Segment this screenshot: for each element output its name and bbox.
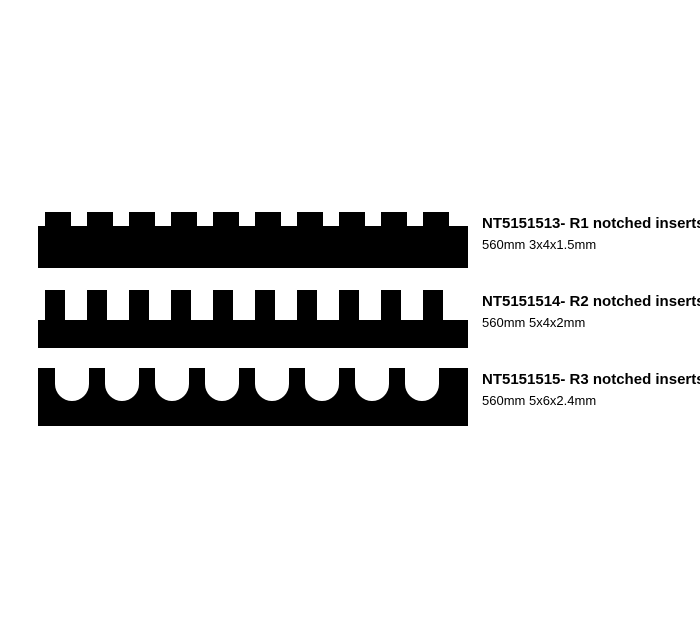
product-insert-diagram: NT5151513- R1 notched inserts 560mm 3x4x… <box>0 0 700 629</box>
insert-title: NT5151515- R3 notched inserts <box>482 370 700 390</box>
insert-row-r3: NT5151515- R3 notched inserts 560mm 5x6x… <box>38 368 690 426</box>
insert-spec: 560mm 5x6x2.4mm <box>482 392 700 410</box>
notched-insert-icon <box>38 212 468 268</box>
insert-shape-r2 <box>38 290 468 348</box>
notched-insert-icon <box>38 368 468 426</box>
insert-row-r1: NT5151513- R1 notched inserts 560mm 3x4x… <box>38 212 690 268</box>
insert-label-r1: NT5151513- R1 notched inserts 560mm 3x4x… <box>468 212 700 254</box>
insert-spec: 560mm 3x4x1.5mm <box>482 236 700 254</box>
insert-label-r3: NT5151515- R3 notched inserts 560mm 5x6x… <box>468 368 700 410</box>
insert-label-r2: NT5151514- R2 notched inserts 560mm 5x4x… <box>468 290 700 332</box>
insert-shape-r1 <box>38 212 468 268</box>
insert-row-r2: NT5151514- R2 notched inserts 560mm 5x4x… <box>38 290 690 348</box>
insert-title: NT5151514- R2 notched inserts <box>482 292 700 312</box>
insert-spec: 560mm 5x4x2mm <box>482 314 700 332</box>
insert-shape-r3 <box>38 368 468 426</box>
notched-insert-icon <box>38 290 468 348</box>
insert-title: NT5151513- R1 notched inserts <box>482 214 700 234</box>
